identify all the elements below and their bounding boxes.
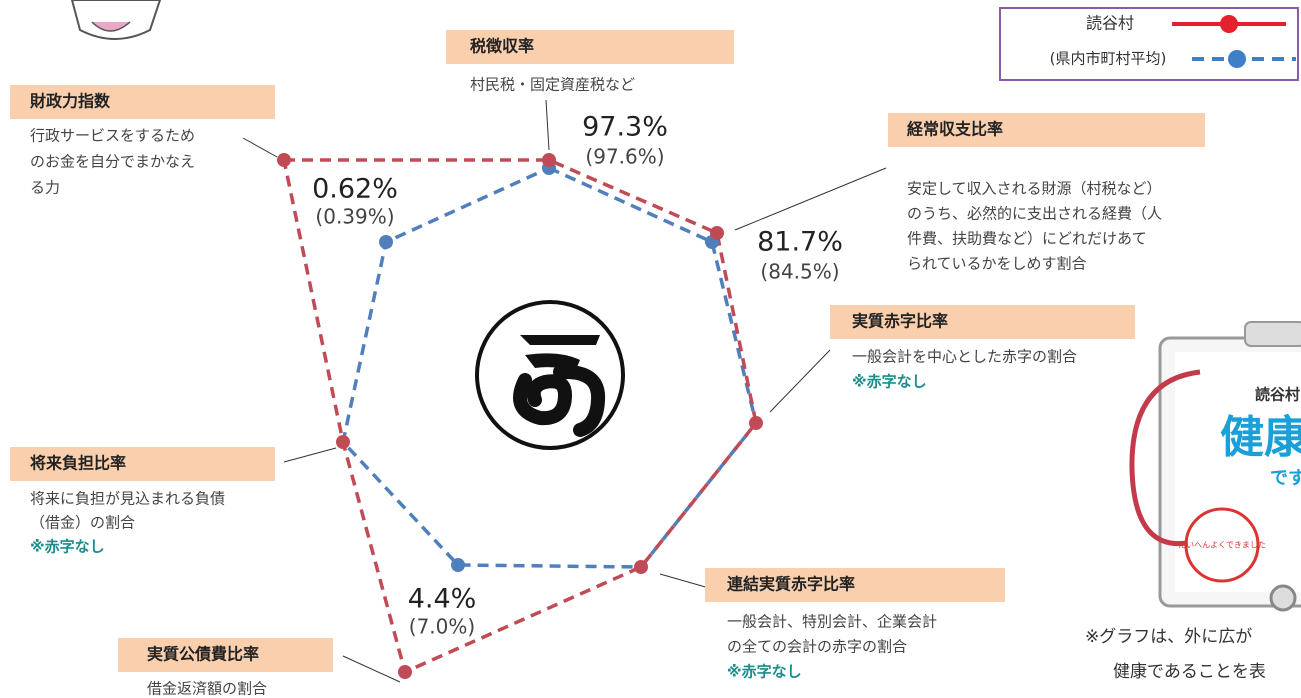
indicator-average: (0.39%) (315, 205, 394, 229)
indicator-average: (84.5%) (760, 260, 839, 284)
indicator-title: 実質赤字比率 (852, 312, 948, 331)
label-box (118, 638, 333, 672)
footnote: 健康であることを表 (1113, 662, 1266, 682)
legend-label: 読谷村 (1086, 14, 1134, 33)
legend-label: (県内市町村平均) (1050, 50, 1167, 68)
indicator-average: (97.6%) (585, 145, 664, 169)
indicator-title: 税徴収率 (470, 37, 534, 56)
label-box (10, 447, 275, 481)
leader-lines (242, 99, 887, 683)
indicator-note: ※赤字なし (727, 663, 802, 681)
label-box (446, 30, 734, 64)
village-polygon (281, 158, 758, 675)
indicator-title: 経常収支比率 (907, 120, 1003, 139)
indicator-description: の全ての会計の赤字の割合 (727, 638, 907, 656)
indicator-value: 4.4% (408, 584, 477, 615)
indicator-description: 安定して収入される財源（村税など） (907, 180, 1162, 198)
indicator-description: のお金を自分でまかなえ (30, 153, 195, 171)
indicator-note: ※赤字なし (30, 538, 105, 556)
indicator-title: 財政力指数 (30, 92, 111, 111)
logo (475, 300, 625, 450)
indicator-value: 97.3% (582, 112, 668, 143)
indicator-description: る力 (30, 179, 60, 197)
indicator-description: 一般会計、特別会計、企業会計 (727, 613, 937, 631)
indicator-description: 行政サービスをするため (30, 127, 195, 145)
clipboard: 読谷村 健康 です たいへんよくできました (1129, 321, 1301, 612)
indicator-average: (7.0%) (409, 615, 475, 639)
average-polygon (341, 166, 758, 569)
indicator-description: られているかをしめす割合 (907, 255, 1087, 273)
clipboard-suffix: です (1270, 468, 1301, 489)
legend: 読谷村 (県内市町村平均) (999, 7, 1299, 81)
indicator-description: 借金返済額の割合 (147, 680, 267, 698)
village-dots (277, 153, 763, 679)
clipboard-name: 読谷村 (1255, 386, 1300, 404)
indicator-title: 将来負担比率 (30, 454, 126, 473)
indicator-description: のうち、必然的に支出される経費（人 (907, 205, 1162, 223)
indicator-value: 81.7% (757, 227, 843, 258)
indicator-title: 実質公債費比率 (147, 645, 259, 664)
indicator-description: 将来に負担が見込まれる負債 (30, 490, 225, 508)
footnote: ※グラフは、外に広が (1085, 627, 1252, 647)
indicator-note: ※赤字なし (852, 373, 927, 391)
clipboard-headline: 健康 (1220, 412, 1301, 463)
indicator-description: 村民税・固定資産税など (470, 76, 635, 94)
label-box (705, 568, 1005, 602)
label-box (888, 113, 1205, 147)
mascot (70, 0, 162, 40)
indicator-description: 一般会計を中心とした赤字の割合 (852, 348, 1077, 366)
indicator-value: 0.62% (312, 174, 398, 205)
label-box (830, 305, 1135, 339)
indicator-title: 連結実質赤字比率 (727, 575, 855, 594)
label-box (10, 85, 275, 119)
stamp: たいへんよくできました (1178, 541, 1266, 550)
indicator-description: 件費、扶助費など）にどれだけあて (907, 230, 1147, 248)
indicator-description: （借金）の割合 (30, 514, 135, 532)
